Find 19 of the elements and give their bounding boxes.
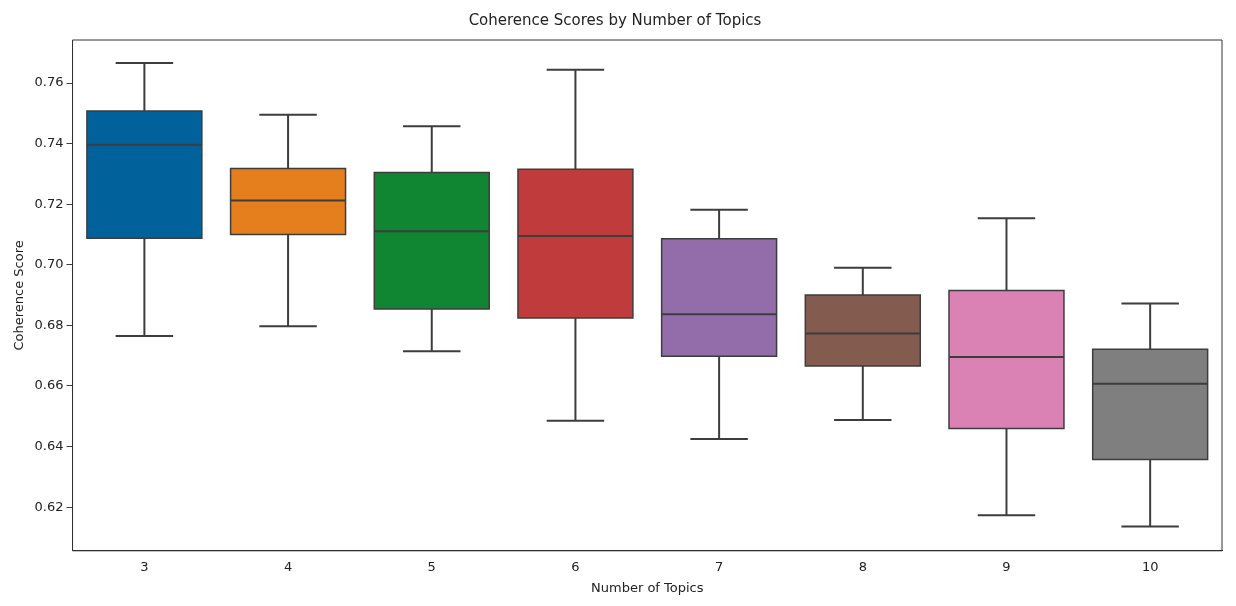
chart-title: Coherence Scores by Number of Topics (468, 10, 762, 29)
x-tick-label: 5 (427, 558, 436, 574)
x-tick-label: 9 (1002, 558, 1011, 574)
y-tick-label: 0.64 (34, 437, 64, 453)
y-tick-label: 0.66 (34, 377, 64, 393)
x-tick-label: 6 (571, 558, 580, 574)
x-tick-label: 8 (858, 558, 867, 574)
x-tick-label: 7 (714, 558, 724, 574)
x-tick-label: 3 (140, 558, 149, 574)
y-tick-label: 0.62 (34, 498, 64, 514)
x-axis-title: Number of Topics (591, 579, 704, 595)
y-axis-title: Coherence Score (11, 240, 27, 351)
y-tick-label: 0.74 (34, 134, 64, 150)
y-tick-label: 0.72 (34, 195, 64, 211)
y-tick-label: 0.70 (34, 256, 64, 272)
y-tick-label: 0.76 (34, 74, 64, 90)
x-tick-label: 4 (283, 558, 293, 574)
y-tick-label: 0.68 (34, 316, 64, 332)
x-tick-label: 10 (1141, 558, 1159, 574)
